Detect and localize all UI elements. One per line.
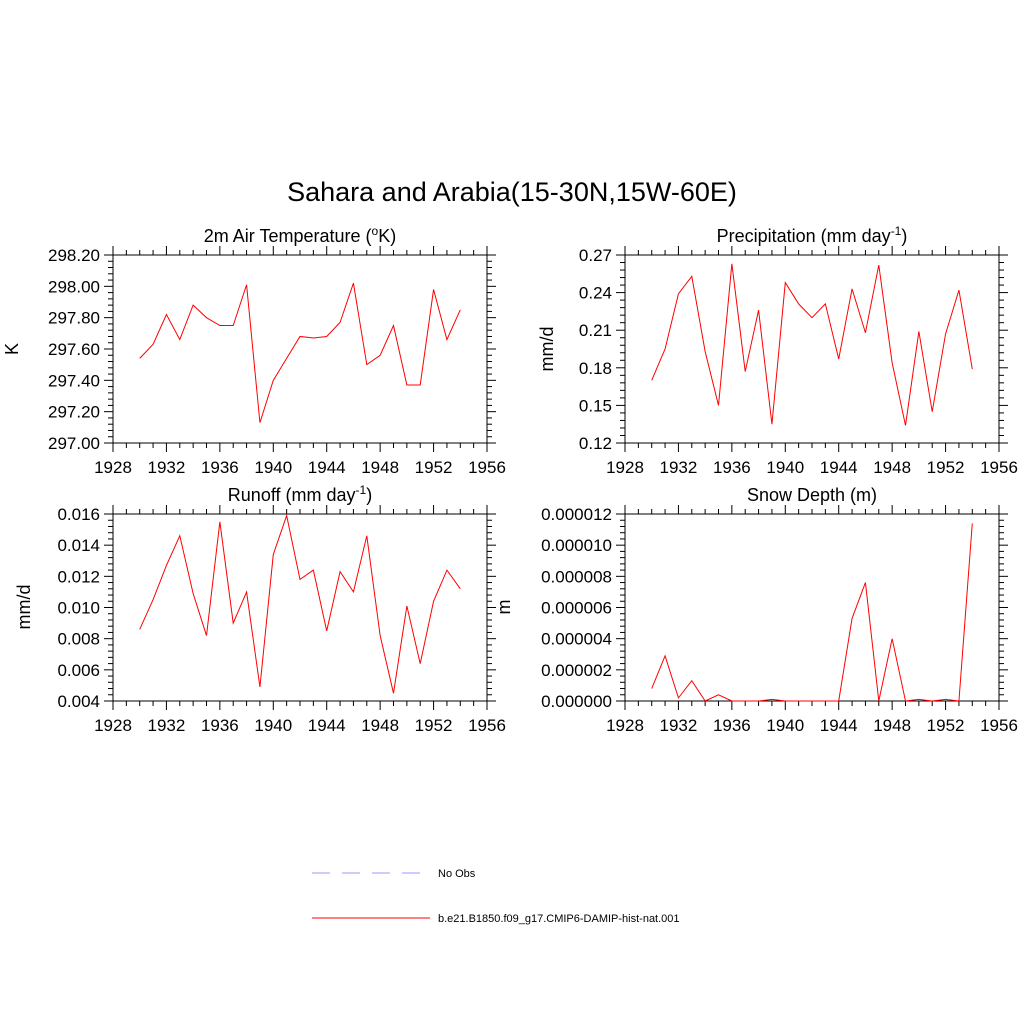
plot-frame xyxy=(624,513,1000,702)
panel-1: 2m Air Temperature (oK) K 1928 1932 1936 1940… xyxy=(2,224,506,477)
plot-frame xyxy=(112,513,488,702)
y-tick-label: 0.000002 xyxy=(541,661,612,680)
x-tick-label: 1948 xyxy=(873,716,911,735)
x-tick-label: 1936 xyxy=(713,716,751,735)
x-tick-label: 1940 xyxy=(254,458,292,477)
panel-4: Snow Depth (m) m 1928 1932 1936 1940 1944 1948 1… xyxy=(494,485,1018,735)
legend-label-no-obs: No Obs xyxy=(438,868,476,880)
series-line xyxy=(139,283,461,423)
panel-title: Precipitation (mm day-1) xyxy=(717,224,908,246)
y-tick-label: 0.012 xyxy=(57,567,100,586)
x-tick-label: 1928 xyxy=(606,458,644,477)
x-tick-label: 1928 xyxy=(94,458,132,477)
x-tick-label: 1956 xyxy=(980,716,1018,735)
y-tick-label: 0.18 xyxy=(579,359,612,378)
x-tick-label: 1948 xyxy=(361,716,399,735)
y-tick-label: 0.000008 xyxy=(541,567,612,586)
y-tick-label: 0.15 xyxy=(579,396,612,415)
series-line xyxy=(651,523,973,702)
y-tick-label: 0.000010 xyxy=(541,536,612,555)
x-tick-label: 1940 xyxy=(766,458,804,477)
x-tick-label: 1932 xyxy=(660,716,698,735)
x-tick-label: 1940 xyxy=(254,716,292,735)
x-tick-label: 1956 xyxy=(468,458,506,477)
y-axis-label: mm/d xyxy=(537,327,557,372)
y-axis-label: K xyxy=(2,343,22,355)
x-tick-label: 1956 xyxy=(980,458,1018,477)
x-tick-label: 1944 xyxy=(308,716,346,735)
y-tick-label: 0.008 xyxy=(57,630,100,649)
x-tick-label: 1952 xyxy=(927,716,965,735)
y-tick-label: 0.000006 xyxy=(541,599,612,618)
series-line xyxy=(651,263,973,426)
y-tick-label: 298.20 xyxy=(48,246,100,265)
x-tick-label: 1944 xyxy=(820,716,858,735)
panel-title: Snow Depth (m) xyxy=(747,485,877,505)
y-tick-label: 0.006 xyxy=(57,661,100,680)
x-tick-label: 1952 xyxy=(927,458,965,477)
x-tick-label: 1932 xyxy=(148,716,186,735)
legend-label-model-run: b.e21.B1850.f09_g17.CMIP6-DAMIP-hist-nat… xyxy=(438,913,680,925)
y-tick-label: 0.27 xyxy=(579,246,612,265)
x-tick-label: 1932 xyxy=(148,458,186,477)
panel-title: Runoff (mm day-1) xyxy=(228,483,372,505)
x-tick-label: 1940 xyxy=(766,716,804,735)
figure-title: Sahara and Arabia(15-30N,15W-60E) xyxy=(287,177,737,207)
y-tick-label: 297.80 xyxy=(48,309,100,328)
panels: 2m Air Temperature (oK) K 1928 1932 1936 1940… xyxy=(2,224,1018,735)
y-axis-label: m xyxy=(494,600,514,615)
series-line xyxy=(139,513,461,694)
y-tick-label: 0.010 xyxy=(57,599,100,618)
x-tick-label: 1948 xyxy=(361,458,399,477)
x-tick-label: 1936 xyxy=(201,458,239,477)
y-tick-label: 0.016 xyxy=(57,505,100,524)
y-tick-label: 0.000004 xyxy=(541,630,612,649)
x-tick-label: 1952 xyxy=(415,458,453,477)
x-tick-label: 1932 xyxy=(660,458,698,477)
x-tick-label: 1936 xyxy=(201,716,239,735)
y-tick-label: 297.20 xyxy=(48,403,100,422)
x-tick-label: 1928 xyxy=(606,716,644,735)
y-tick-label: 298.00 xyxy=(48,277,100,296)
y-tick-label: 297.00 xyxy=(48,434,100,453)
y-axis-label: mm/d xyxy=(14,585,34,630)
panel-2: Precipitation (mm day-1) mm/d 1928 1932 1936… xyxy=(537,224,1018,477)
panel-title: 2m Air Temperature (oK) xyxy=(204,224,396,246)
x-tick-label: 1936 xyxy=(713,458,751,477)
y-tick-label: 0.21 xyxy=(579,321,612,340)
x-tick-label: 1944 xyxy=(820,458,858,477)
panel-3: Runoff (mm day-1) mm/d 1928 1932 1936 1940 194… xyxy=(14,483,506,735)
x-tick-label: 1952 xyxy=(415,716,453,735)
y-tick-label: 297.60 xyxy=(48,340,100,359)
y-tick-label: 0.000000 xyxy=(541,692,612,711)
y-tick-label: 0.000012 xyxy=(541,505,612,524)
y-tick-label: 0.12 xyxy=(579,434,612,453)
plot-frame xyxy=(112,254,488,444)
y-tick-label: 0.24 xyxy=(579,284,612,303)
x-tick-label: 1948 xyxy=(873,458,911,477)
x-tick-label: 1944 xyxy=(308,458,346,477)
y-tick-label: 297.40 xyxy=(48,371,100,390)
y-tick-label: 0.014 xyxy=(57,536,100,555)
legend: No Obs b.e21.B1850.f09_g17.CMIP6-DAMIP-h… xyxy=(312,868,680,925)
y-tick-label: 0.004 xyxy=(57,692,100,711)
x-tick-label: 1928 xyxy=(94,716,132,735)
x-tick-label: 1956 xyxy=(468,716,506,735)
